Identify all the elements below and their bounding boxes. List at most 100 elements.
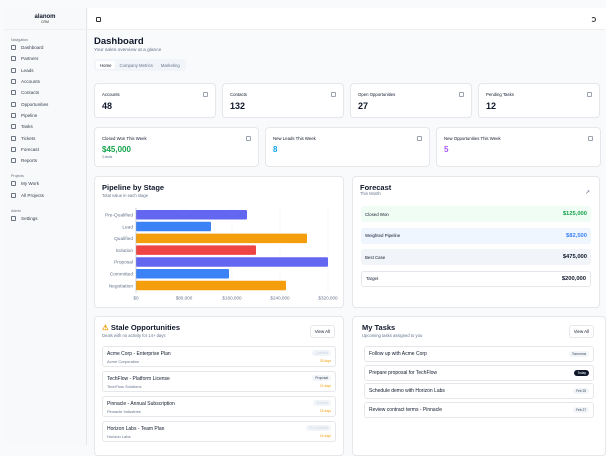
logo[interactable]: alanom CRM <box>4 8 86 30</box>
stat-value: 48 <box>102 101 113 111</box>
sidebar-item-settings[interactable]: Settings <box>4 213 86 224</box>
forecast-icon <box>11 146 16 152</box>
building-icon <box>203 92 208 97</box>
x-tick-label: $240,000 <box>270 296 290 301</box>
sidebar-item-reports[interactable]: Reports <box>4 155 86 166</box>
stat-label: Contacts <box>230 92 247 97</box>
pipeline-title: Pipeline by Stage <box>102 183 165 192</box>
forecast-value: $475,000 <box>562 254 587 260</box>
forecast-row-weighted-pipeline: Weighted Pipeline $82,500 <box>361 227 591 244</box>
opportunity-company: Acme Corporation <box>107 359 140 364</box>
due-badge: Tomorrow <box>569 351 589 357</box>
sidebar-item-label: Partners <box>21 56 39 62</box>
opportunity-title: Horizon Labs - Team Plan <box>107 426 165 432</box>
sidebar-item-forecast[interactable]: Forecast <box>4 144 86 155</box>
main-content: Dashboard Your sales overview at a glanc… <box>94 30 600 72</box>
y-tick-label: Solution <box>116 248 134 254</box>
calendar-icon <box>587 92 592 97</box>
stale-opportunity-item[interactable]: TechFlow - Platform License TechFlow Solu… <box>102 371 336 392</box>
weekly-value: $45,000 <box>102 145 131 154</box>
stage-badge: Proposal <box>312 375 331 381</box>
sidebar-item-contacts[interactable]: Contacts <box>4 87 86 98</box>
task-item[interactable]: Review contract terms - Pinnacle Feb 27 <box>364 401 594 418</box>
stale-opportunity-item[interactable]: Acme Corp - Enterprise Plan Acme Corporat… <box>102 346 336 367</box>
sidebar-item-my-work[interactable]: My Work <box>4 178 86 189</box>
stale-days: 16 days <box>319 434 331 438</box>
stale-view-all-button[interactable]: View All <box>309 325 335 338</box>
trend-icon: ↗ <box>584 190 590 196</box>
tickets-icon <box>11 135 16 141</box>
weekly-card-new-leads-this-week[interactable]: New Leads This Week 8 <box>265 127 430 167</box>
my-work-icon <box>11 181 16 187</box>
stale-opportunity-item[interactable]: Pinnacle - Annual Subscription Pinnacle I… <box>102 396 336 417</box>
x-tick-label: $80,000 <box>176 296 193 301</box>
sidebar-item-dashboard[interactable]: Dashboard <box>4 42 86 53</box>
task-item[interactable]: Follow up with Acme Corp Tomorrow <box>364 346 594 362</box>
sidebar-item-leads[interactable]: Leads <box>4 65 86 76</box>
stage-badge: Pre-Qualified <box>306 425 331 431</box>
sidebar-item-accounts[interactable]: Accounts <box>4 76 86 87</box>
sidebar-item-label: My Work <box>21 181 40 187</box>
stat-card-accounts[interactable]: Accounts 48 <box>94 83 216 118</box>
sidebar-item-opportunities[interactable]: Opportunities <box>4 98 86 109</box>
stat-label: Open Opportunities <box>358 92 396 97</box>
y-tick-label: Committed <box>110 271 134 277</box>
tab-company-metrics[interactable]: Company Metrics <box>119 63 153 68</box>
forecast-label: Best Case <box>365 254 386 260</box>
opportunity-company: Horizon Labs <box>107 434 131 439</box>
sidebar-item-pipeline[interactable]: Pipeline <box>4 110 86 121</box>
bar-negotiation <box>136 280 286 291</box>
stale-opportunities-card: ⚠ Stale Opportunities Deals with no acti… <box>94 316 344 456</box>
task-item[interactable]: Schedule demo with Horizon Labs Feb 25 <box>364 383 594 399</box>
sidebar-toggle-icon[interactable] <box>96 17 101 22</box>
forecast-label: Closed Won <box>365 211 389 217</box>
forecast-row-target: Target $200,000 <box>361 270 591 287</box>
stale-opportunity-item[interactable]: Horizon Labs - Team Plan Horizon Labs Pre-… <box>102 421 336 442</box>
sidebar-item-label: Settings <box>21 216 38 221</box>
sidebar-item-partners[interactable]: Partners <box>4 53 86 64</box>
y-tick-label: Qualified <box>114 236 133 242</box>
stale-days: 28 days <box>319 359 331 363</box>
sidebar-section-label: Projects <box>11 174 24 179</box>
x-tick-label: $0 <box>133 296 139 301</box>
stat-value: 27 <box>358 101 369 111</box>
opportunity-title: Pinnacle - Annual Subscription <box>107 401 175 407</box>
sidebar: alanom CRM Navigation Dashboard Partners Lea… <box>4 8 87 445</box>
y-tick-label: Negotiation <box>109 283 134 289</box>
bar-qualified <box>136 233 307 244</box>
partners-icon <box>11 56 16 62</box>
stale-days: 21 days <box>319 384 331 388</box>
theme-toggle-icon[interactable] <box>591 17 596 22</box>
contacts-icon <box>11 90 16 96</box>
brand-name: alanom <box>34 14 56 20</box>
leads-icon <box>11 67 16 73</box>
y-tick-label: Lead <box>122 224 133 230</box>
sidebar-item-tickets[interactable]: Tickets <box>4 132 86 143</box>
stat-value: 12 <box>486 101 497 111</box>
weekly-label: New Leads This Week <box>273 136 316 141</box>
stat-value: 132 <box>230 101 246 111</box>
forecast-value: $82,500 <box>566 232 587 239</box>
stat-card-pending-tasks[interactable]: Pending Tasks 12 <box>478 83 600 118</box>
stale-days: 18 days <box>319 409 331 413</box>
task-item[interactable]: Prepare proposal for TechFlow Today <box>364 364 594 381</box>
task-title: Follow up with Acme Corp <box>369 351 427 357</box>
y-tick-label: Proposal <box>114 260 133 266</box>
stat-card-contacts[interactable]: Contacts 132 <box>222 83 344 118</box>
tab-home[interactable]: Home <box>96 61 116 69</box>
weekly-label: New Opportunities This Week <box>444 136 501 141</box>
stale-title: ⚠ Stale Opportunities <box>102 323 180 332</box>
page-title: Dashboard <box>94 36 144 47</box>
forecast-row-best-case: Best Case $475,000 <box>361 249 591 265</box>
stat-card-open-opportunities[interactable]: Open Opportunities 27 <box>350 83 472 118</box>
weekly-card-closed-won-this-week[interactable]: Closed Won This Week $45,000 3 deals <box>94 127 259 167</box>
weekly-card-new-opportunities-this-week[interactable]: New Opportunities This Week 5 <box>436 127 601 167</box>
sidebar-item-tasks[interactable]: Tasks <box>4 121 86 132</box>
dashboard-icon <box>11 45 16 51</box>
weekly-value: 5 <box>444 145 449 154</box>
tasks-view-all-button[interactable]: View All <box>568 325 594 338</box>
tabs: Home Company Metrics Marketing <box>94 59 186 71</box>
tab-marketing[interactable]: Marketing <box>160 63 180 68</box>
forecast-label: Weighted Pipeline <box>365 233 401 238</box>
sidebar-item-all-projects[interactable]: All Projects <box>4 190 86 201</box>
